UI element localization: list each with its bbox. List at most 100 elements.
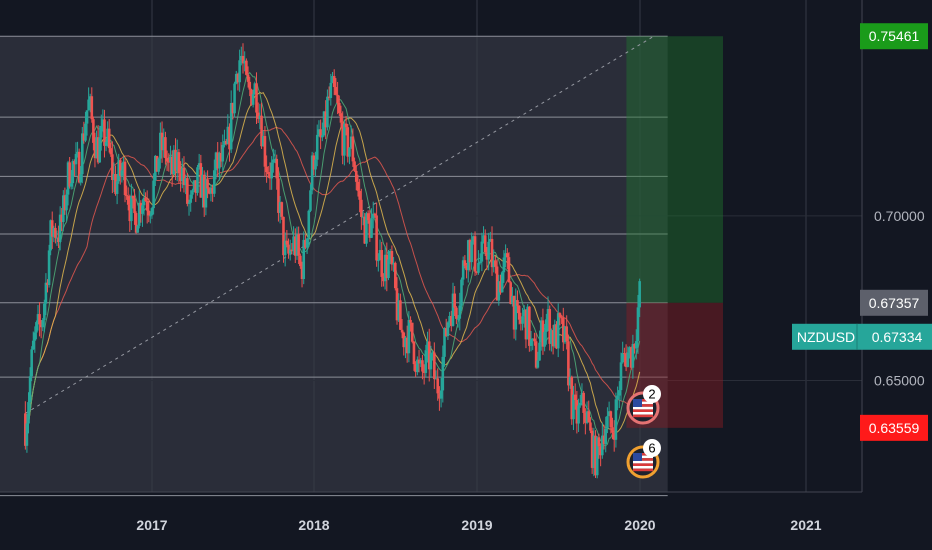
candle-body — [199, 163, 203, 198]
candle-body — [66, 162, 70, 195]
candle-body — [489, 238, 492, 242]
candle-body — [617, 390, 621, 396]
candle-body — [192, 180, 196, 191]
candle-body — [392, 262, 395, 265]
candle-body — [174, 149, 177, 171]
candle-body — [614, 399, 618, 440]
candle-body — [123, 161, 127, 196]
candle-body — [585, 411, 589, 423]
candle-body — [240, 55, 243, 61]
candle-body — [470, 241, 473, 263]
candle-body — [353, 161, 356, 171]
candle-body — [243, 60, 246, 64]
candle-body — [329, 82, 333, 98]
candle-body — [633, 344, 636, 349]
candle-body — [631, 344, 635, 368]
flag-stripe — [633, 455, 653, 459]
candle-body — [191, 190, 194, 195]
candle-body — [145, 201, 149, 211]
candle-body — [375, 215, 378, 261]
candle-body — [427, 341, 431, 370]
candle-body — [314, 159, 317, 170]
candle-body — [516, 300, 519, 306]
candle-body — [565, 326, 568, 342]
candle-body — [106, 128, 109, 143]
last-price-tag-box — [860, 289, 928, 316]
x-tick-label: 2017 — [136, 517, 167, 533]
candle-body — [346, 127, 350, 157]
candle-body — [385, 254, 389, 279]
candle-body — [332, 76, 336, 88]
candle-body — [152, 180, 155, 209]
candle-body — [107, 128, 111, 149]
candle-body — [371, 213, 375, 219]
candle-body — [126, 196, 130, 205]
candle-body — [77, 151, 81, 183]
candle-body — [155, 155, 159, 172]
candle-body — [63, 195, 67, 211]
candle-body — [273, 158, 277, 160]
candle-body — [602, 435, 606, 444]
flag-stripe — [633, 458, 653, 461]
candle-body — [455, 307, 458, 319]
candle-body — [213, 170, 216, 194]
candle-body — [144, 197, 147, 202]
candle-body — [275, 158, 279, 179]
candle-body — [511, 295, 514, 304]
candle-body — [456, 318, 460, 320]
flag-stripe — [633, 460, 653, 464]
event-badge — [643, 439, 661, 457]
candle-body — [524, 309, 528, 340]
candle-body — [207, 188, 211, 194]
candle-body — [607, 411, 611, 417]
position-profit-zone — [626, 36, 723, 303]
candle-body — [268, 173, 272, 179]
candle-body — [344, 123, 348, 128]
candle-body — [256, 112, 260, 119]
candle-body — [96, 137, 100, 163]
candle-body — [172, 149, 176, 175]
candle-body — [621, 353, 624, 363]
candle-body — [283, 240, 287, 256]
candle-body — [162, 137, 166, 151]
candle-body — [555, 324, 558, 349]
candle-body — [88, 96, 92, 100]
rectangle-drawing — [0, 36, 668, 492]
candle-body — [573, 394, 577, 401]
candle-body — [44, 282, 48, 304]
candle-body — [402, 332, 406, 348]
candle-body — [558, 313, 562, 318]
candle-body — [265, 166, 268, 173]
candle-body — [551, 330, 555, 347]
candle-body — [475, 271, 479, 273]
flag-stripe — [633, 406, 653, 410]
target-price-tag-box — [860, 23, 928, 50]
candle-body — [184, 178, 187, 186]
candle-body — [71, 161, 75, 184]
candle-body — [526, 306, 529, 340]
x-tick-label: 2021 — [790, 517, 821, 533]
candle-body — [139, 202, 143, 214]
candle-body — [561, 318, 565, 343]
candle-body — [120, 170, 124, 176]
candle-body — [245, 60, 248, 75]
candle-body — [317, 129, 321, 135]
candle-body — [339, 113, 343, 123]
candle-body — [410, 322, 414, 342]
candle-body — [356, 181, 360, 191]
candle-body — [599, 446, 602, 456]
candle-body — [390, 251, 394, 265]
candle-body — [534, 341, 538, 368]
candle-body — [261, 136, 265, 147]
event-marker: 2 — [626, 385, 661, 425]
candle-body — [182, 167, 186, 186]
candle-body — [84, 123, 87, 141]
candle-body — [189, 194, 193, 203]
candle-body — [30, 349, 33, 377]
candle-body — [221, 144, 225, 162]
event-marker: 6 — [626, 439, 661, 479]
candle-body — [209, 187, 213, 194]
candle-body — [612, 432, 616, 440]
